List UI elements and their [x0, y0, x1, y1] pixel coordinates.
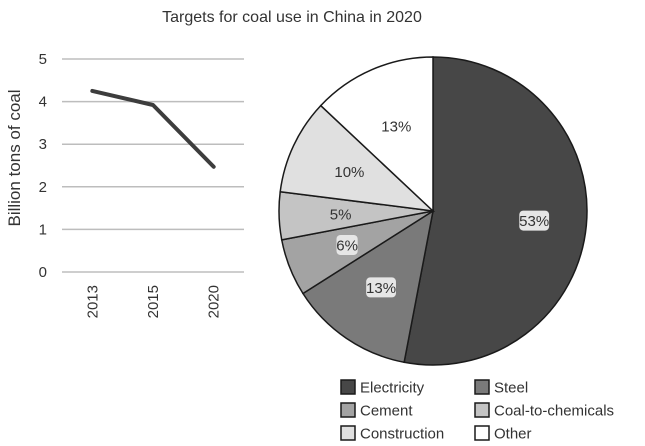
legend-swatch [340, 379, 356, 395]
legend-label: Cement [360, 403, 413, 420]
y-tick-label: 0 [39, 264, 47, 281]
slice-label: 13% [381, 119, 411, 136]
legend-label: Other [494, 426, 532, 443]
legend-label: Construction [360, 426, 444, 443]
legend-label: Electricity [360, 380, 425, 397]
legend-swatch [474, 402, 490, 418]
pie-chart: 53% 13% 6% 5% 10% 13% [278, 56, 588, 366]
slice-label: 53% [519, 213, 549, 230]
slice-label-background [336, 235, 358, 256]
y-tick-label: 3 [39, 136, 47, 153]
slice-label: 6% [336, 238, 358, 255]
legend-label: Coal-to-chemicals [494, 403, 614, 420]
x-tick-label: 2020 [206, 285, 223, 318]
legend-swatch [474, 379, 490, 395]
slice-label-background [366, 277, 396, 298]
y-tick-label: 5 [39, 51, 47, 68]
slice-label-background [519, 210, 550, 231]
legend-label: Steel [494, 380, 528, 397]
pie-slice [319, 56, 434, 213]
slice-label: 5% [330, 206, 352, 223]
chart-title: Targets for coal use in China in 2020 [162, 9, 422, 26]
pie-slice [403, 56, 588, 366]
pie-slice [279, 104, 436, 213]
slice-label: 10% [334, 164, 364, 181]
legend: Electricity Steel Cement Coal-to-chemicals C… [340, 379, 614, 443]
y-tick-label: 4 [39, 94, 47, 111]
x-tick-label: 2013 [84, 285, 101, 318]
slice-label: 13% [366, 280, 396, 297]
y-tick-label: 1 [39, 221, 47, 238]
legend-swatch [340, 402, 356, 418]
legend-swatch [474, 425, 490, 441]
y-axis-label: Billion tons of coal [5, 89, 24, 226]
x-tick-label: 2015 [145, 285, 162, 318]
legend-swatch [340, 425, 356, 441]
line-chart: 0 1 2 3 4 5 2013 2015 2020 [39, 51, 244, 318]
y-tick-label: 2 [39, 179, 47, 196]
